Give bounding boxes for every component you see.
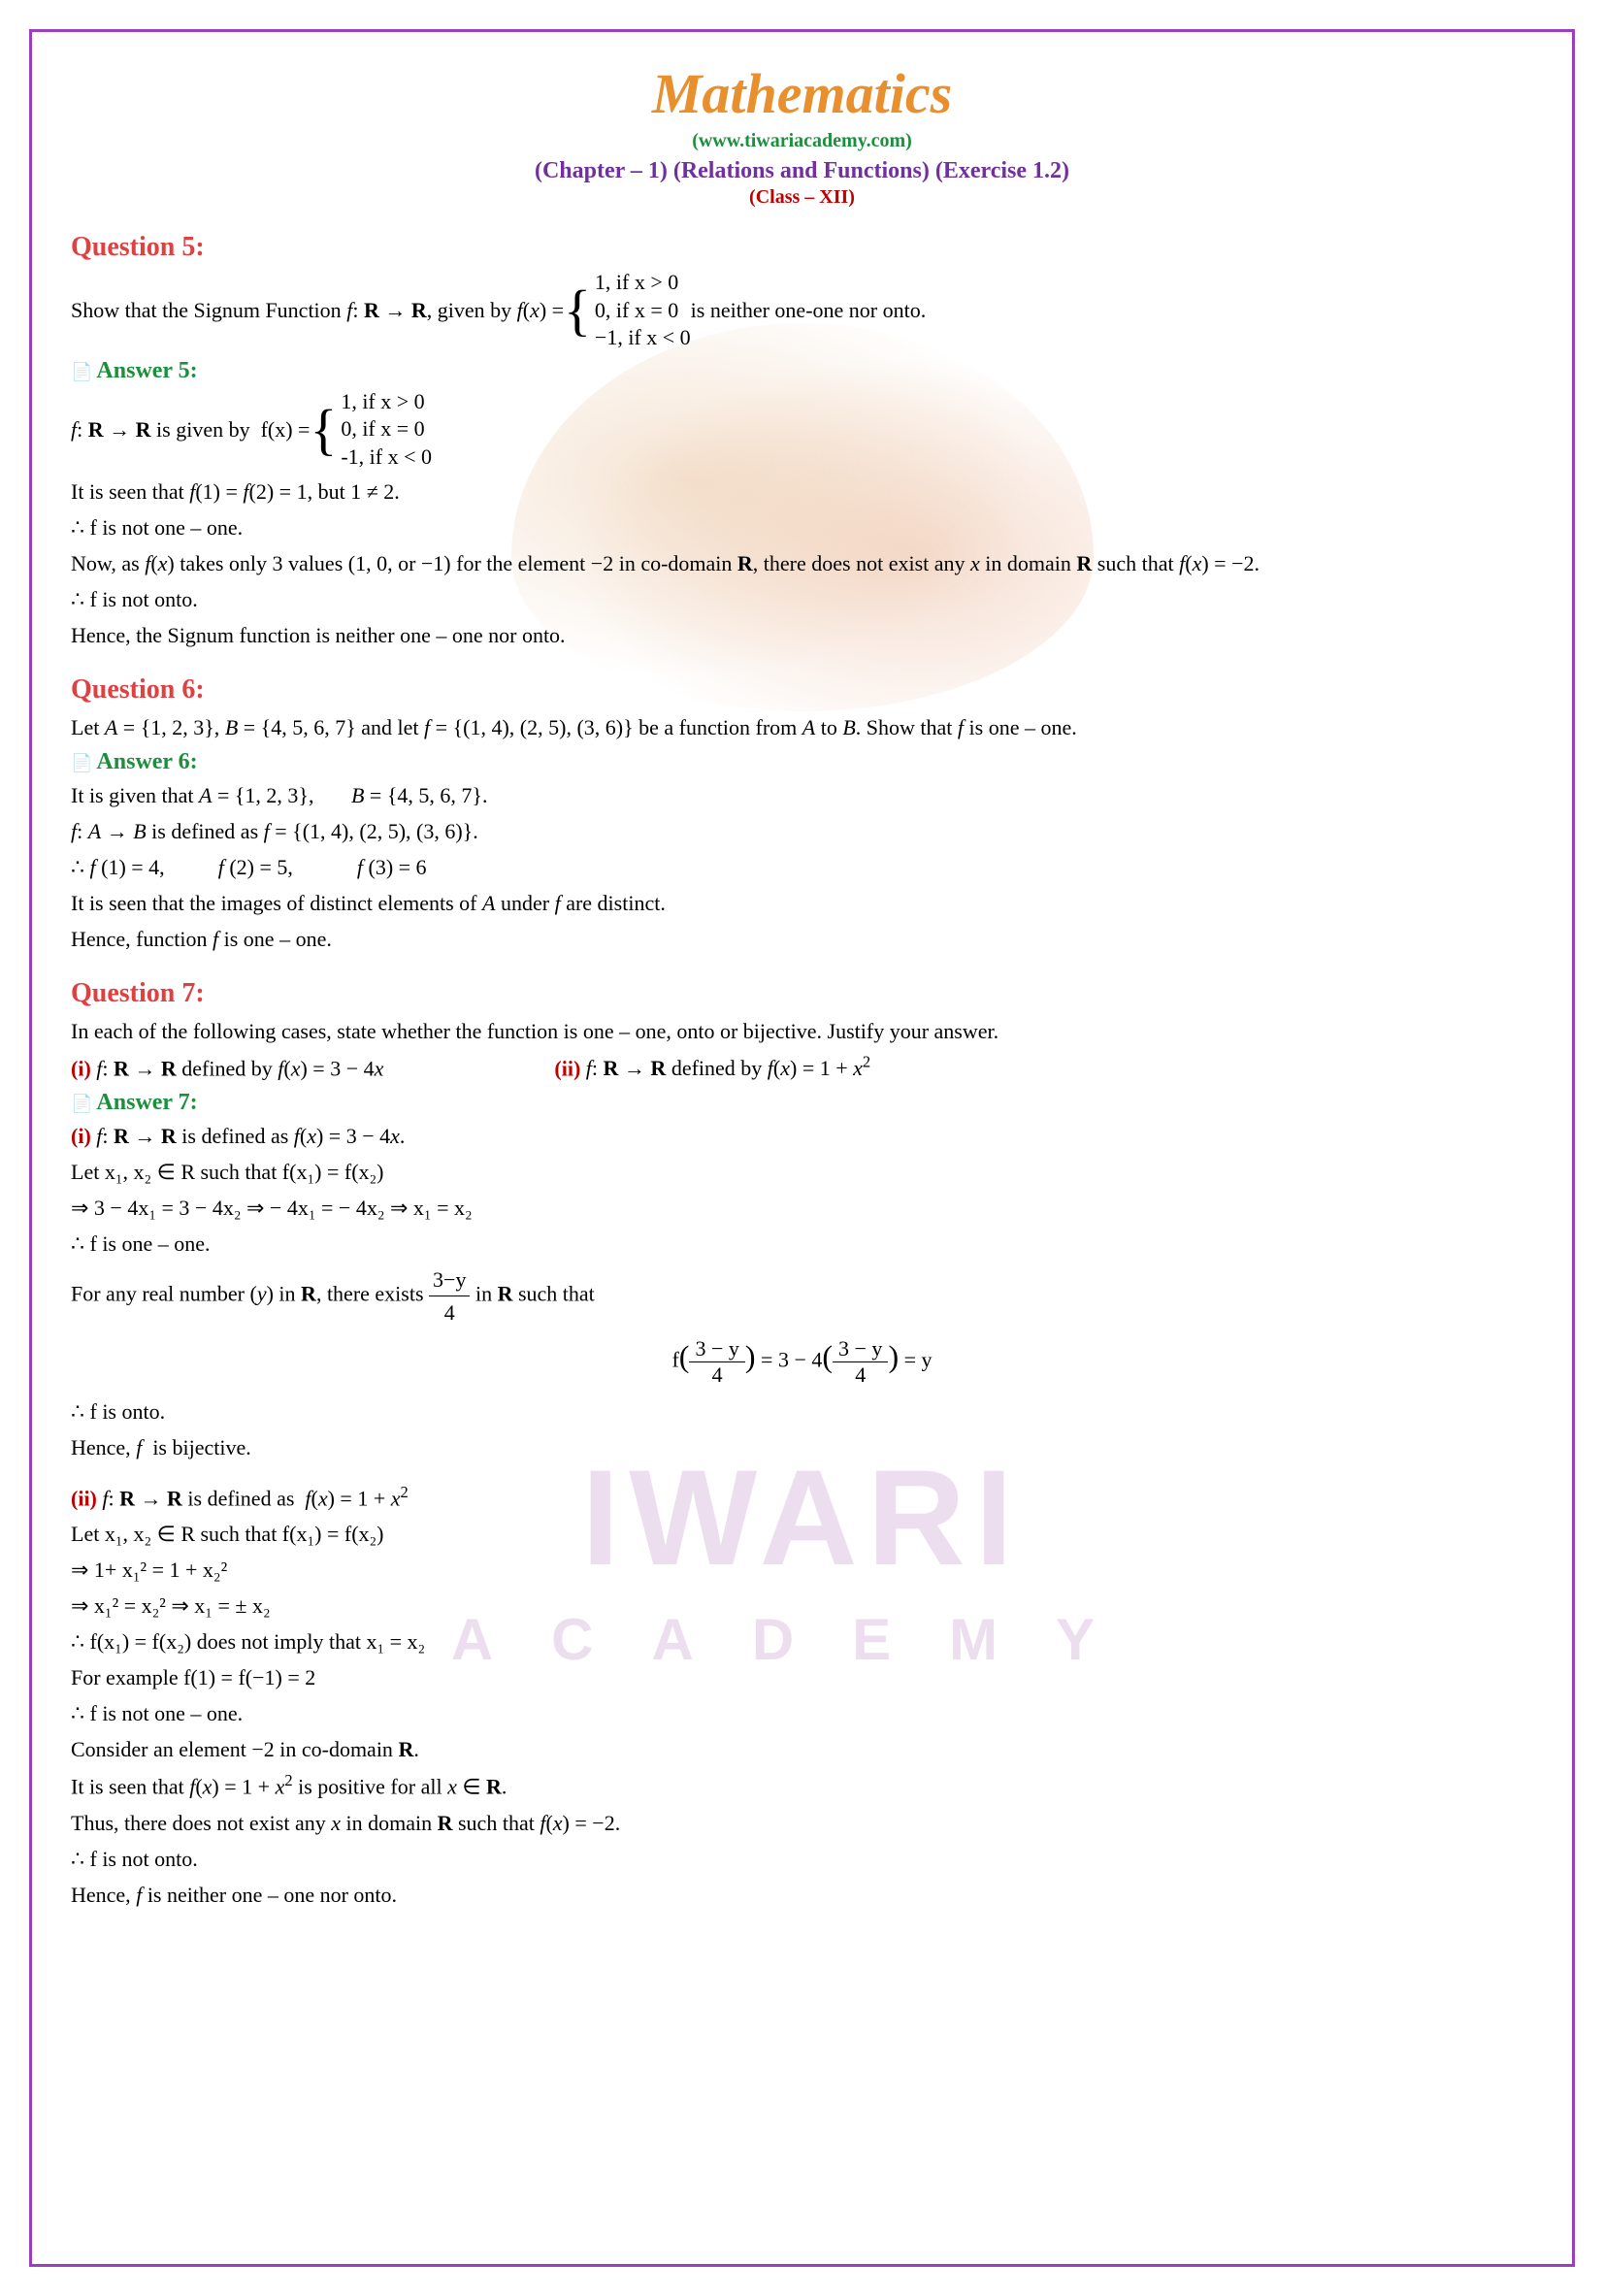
a7i-l6: ∴ f is onto. xyxy=(71,1395,1533,1427)
a5-l1: It is seen that f(1) = f(2) = 1, but 1 ≠… xyxy=(71,476,1533,508)
a7ii-l7: ∴ f is not one – one. xyxy=(71,1697,1533,1729)
a7ii-l10: Thus, there does not exist any x in doma… xyxy=(71,1807,1533,1839)
question-7-heading: Question 7: xyxy=(71,978,1533,1009)
a7ii-l1: (ii) f: R → R is defined as f(x) = 1 + x… xyxy=(71,1481,1533,1514)
a5-l5: Hence, the Signum function is neither on… xyxy=(71,619,1533,651)
page-container: IWARI ACADEMY Mathematics (www.tiwariaca… xyxy=(29,29,1575,2267)
a7-part-ii-label: (ii) xyxy=(71,1486,97,1510)
a7ii-l5: ∴ f(x₁) = f(x₂) does not imply that x₁ =… xyxy=(71,1625,1533,1657)
a7ii-l2: Let x₁, x₂ ∈ R such that f(x₁) = f(x₂) xyxy=(71,1518,1533,1550)
a7i-l1: (i) f: R → R is defined as f(x) = 3 − 4x… xyxy=(71,1120,1533,1152)
answer-6-heading: Answer 6: xyxy=(71,749,1533,775)
brace-icon: { xyxy=(310,421,337,438)
question-6-heading: Question 6: xyxy=(71,674,1533,705)
a6-l1: It is given that A = {1, 2, 3}, B = {4, … xyxy=(71,779,1533,811)
answer-7-heading: Answer 7: xyxy=(71,1090,1533,1116)
a7ii-l11: ∴ f is not onto. xyxy=(71,1843,1533,1875)
question-5-heading: Question 5: xyxy=(71,232,1533,263)
frac-bot: 4 xyxy=(429,1296,470,1328)
question-5-text: Show that the Signum Function f: R → R, … xyxy=(71,269,1533,352)
a7i-l5: For any real number (y) in R, there exis… xyxy=(71,1263,1533,1328)
chapter-line: (Chapter – 1) (Relations and Functions) … xyxy=(71,158,1533,184)
q5-case3: −1, if x < 0 xyxy=(595,324,691,352)
q5-cases: 1, if x > 0 0, if x = 0 −1, if x < 0 xyxy=(591,269,691,352)
part-i-text: f: R → R defined by f(x) = 3 − 4x xyxy=(96,1056,383,1080)
website-link: (www.tiwariacademy.com) xyxy=(71,130,1533,152)
answer-5-heading: Answer 5: xyxy=(71,358,1533,384)
a5-case1: 1, if x > 0 xyxy=(341,388,432,416)
a5-l4: ∴ f is not onto. xyxy=(71,583,1533,615)
question-6-text: Let A = {1, 2, 3}, B = {4, 5, 6, 7} and … xyxy=(71,711,1533,743)
question-7-parts: (i) f: R → R defined by f(x) = 3 − 4x (i… xyxy=(71,1051,1533,1084)
q5-post: is neither one-one nor onto. xyxy=(691,298,927,323)
a7ii-l9: It is seen that f(x) = 1 + x2 is positiv… xyxy=(71,1769,1533,1802)
a6-l4: It is seen that the images of distinct e… xyxy=(71,887,1533,919)
answer-5-def: f: R → R is given by f(x) = { 1, if x > … xyxy=(71,388,1533,472)
part-ii-text: f: R → R defined by f(x) = 1 + x2 xyxy=(586,1056,870,1080)
part-ii-label: (ii) xyxy=(554,1056,580,1080)
q5-case1: 1, if x > 0 xyxy=(595,269,691,297)
a7ii-l4: ⇒ x₁² = x₂² ⇒ x₁ = ± x₂ xyxy=(71,1590,1533,1622)
question-7-text: In each of the following cases, state wh… xyxy=(71,1015,1533,1047)
a5-l2: ∴ f is not one – one. xyxy=(71,511,1533,543)
q5-pre: Show that the Signum Function f: R → R, … xyxy=(71,298,564,323)
a7i-l3: ⇒ 3 − 4x₁ = 3 − 4x₂ ⇒ − 4x₁ = − 4x₂ ⇒ x₁… xyxy=(71,1192,1533,1224)
class-line: (Class – XII) xyxy=(71,186,1533,209)
brace-icon: { xyxy=(564,302,591,318)
frac-top: 3−y xyxy=(429,1263,470,1296)
page-title: Mathematics xyxy=(71,61,1533,126)
a7ii-l3: ⇒ 1+ x₁² = 1 + x₂² xyxy=(71,1554,1533,1586)
part-i-label: (i) xyxy=(71,1056,91,1080)
a7i-equation: f(3 − y4) = 3 − 4(3 − y4) = y xyxy=(71,1336,1533,1388)
a7ii-l8: Consider an element −2 in co-domain R. xyxy=(71,1733,1533,1765)
a6-l2: f: A → B is defined as f = {(1, 4), (2, … xyxy=(71,815,1533,847)
a6-l5: Hence, function f is one – one. xyxy=(71,923,1533,955)
a5-pre: f: R → R is given by f(x) = xyxy=(71,417,310,443)
a7ii-l6: For example f(1) = f(−1) = 2 xyxy=(71,1661,1533,1693)
a5-case2: 0, if x = 0 xyxy=(341,415,432,443)
a7i-l7: Hence, f is bijective. xyxy=(71,1431,1533,1463)
a7i-l4: ∴ f is one – one. xyxy=(71,1228,1533,1260)
a7i-l2: Let x₁, x₂ ∈ R such that f(x₁) = f(x₂) xyxy=(71,1156,1533,1188)
q5-case2: 0, if x = 0 xyxy=(595,297,691,325)
a7ii-l12: Hence, f is neither one – one nor onto. xyxy=(71,1879,1533,1911)
a5-l3: Now, as f(x) takes only 3 values (1, 0, … xyxy=(71,547,1533,579)
a6-l3: ∴ f (1) = 4, f (2) = 5, f (3) = 6 xyxy=(71,851,1533,883)
a5-case3: -1, if x < 0 xyxy=(341,443,432,472)
a7-part-i-label: (i) xyxy=(71,1124,91,1148)
a5-cases: 1, if x > 0 0, if x = 0 -1, if x < 0 xyxy=(337,388,432,472)
